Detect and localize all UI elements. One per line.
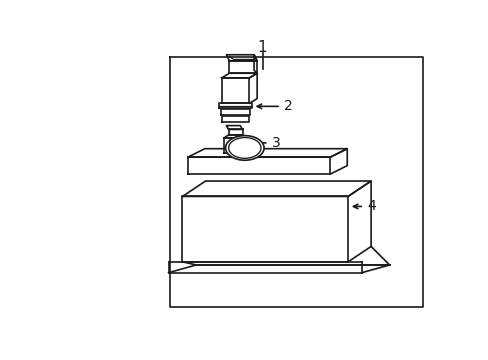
Text: 4: 4 (366, 199, 375, 213)
Ellipse shape (225, 136, 264, 160)
Text: 3: 3 (271, 136, 280, 150)
Text: 2: 2 (284, 99, 292, 113)
Text: 1: 1 (257, 40, 267, 55)
